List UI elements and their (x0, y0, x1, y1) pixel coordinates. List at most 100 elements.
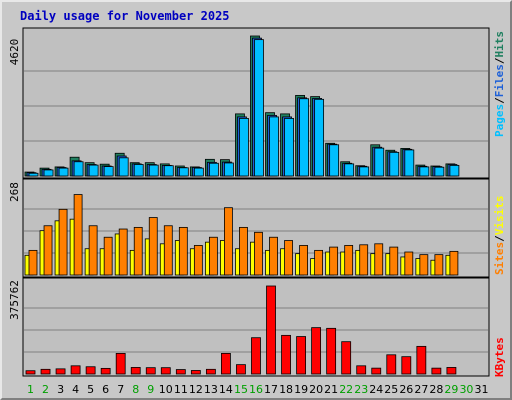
kbytes-bar (160, 367, 171, 375)
hits-ymax-label: 4620 (8, 39, 21, 66)
kbytes-bar (311, 327, 322, 375)
sites-bar (359, 244, 369, 276)
kbytes-bar (326, 327, 337, 375)
x-tick-label: 14 (219, 383, 233, 396)
x-tick-label: 20 (309, 383, 323, 396)
pages-bar (58, 167, 69, 177)
pages-bar (103, 166, 114, 177)
pages-bar (344, 163, 355, 177)
pages-bar (118, 157, 129, 177)
kbytes-bar (70, 365, 81, 375)
pages-bar (374, 147, 385, 177)
x-tick-label: 30 (459, 383, 473, 396)
kbytes-bar (130, 367, 141, 375)
x-tick-label: 8 (132, 383, 139, 396)
legend-kbytes: KBytes (493, 337, 506, 377)
sites-bar (284, 240, 293, 276)
pages-bar (133, 164, 144, 177)
sites-bar (269, 236, 278, 276)
x-tick-label: 7 (117, 383, 124, 396)
pages-bar (239, 118, 249, 177)
sites-ymax-label: 268 (8, 182, 21, 202)
pages-bar (208, 162, 219, 177)
kbytes-bar (356, 365, 367, 375)
kbytes-bar (221, 352, 231, 375)
kbytes-bar (371, 367, 382, 375)
kbytes-bar (190, 370, 201, 375)
x-tick-label: 6 (102, 383, 109, 396)
legend-sites: Sites (493, 242, 506, 275)
kbytes-bar (386, 354, 397, 375)
kbytes-ymax-label: 375762 (8, 280, 21, 320)
pages-bar (269, 116, 279, 177)
pages-bar (449, 164, 460, 177)
x-tick-label: 31 (474, 383, 488, 396)
x-tick-label: 2 (42, 383, 49, 396)
sites-bar (224, 207, 233, 276)
kbytes-bar (446, 367, 457, 375)
pages-bar (314, 98, 325, 177)
kbytes-bar (416, 345, 427, 375)
x-tick-label: 25 (384, 383, 398, 396)
pages-bar (284, 118, 294, 177)
sites-bar (178, 226, 188, 276)
sites-bar (133, 226, 143, 276)
pages-bar (299, 98, 309, 177)
right-legend-kbytes: KBytes (493, 337, 506, 377)
kbytes-bar (175, 369, 186, 375)
pages-bar (404, 149, 415, 177)
sites-bar (88, 225, 98, 276)
sites-bar (389, 246, 399, 276)
kbytes-bar (251, 337, 261, 375)
x-tick-label: 16 (249, 383, 263, 396)
kbytes-bar (431, 367, 442, 375)
legend-sep-1: / (493, 97, 506, 104)
pages-bar (193, 167, 204, 177)
x-tick-label: 12 (189, 383, 203, 396)
sites-bar (58, 208, 68, 276)
pages-bar (178, 167, 189, 177)
x-tick-label: 15 (234, 383, 248, 396)
sites-bar (193, 245, 203, 276)
sites-bar (314, 249, 324, 276)
sites-bar (434, 254, 444, 276)
kbytes-bar (85, 366, 96, 375)
pages-bar (163, 165, 174, 177)
sites-bar (118, 228, 128, 276)
pages-bar (28, 172, 39, 177)
sites-bar (148, 217, 158, 276)
x-tick-label: 18 (279, 383, 293, 396)
x-tick-label: 1 (27, 383, 34, 396)
x-tick-label: 21 (324, 383, 338, 396)
pages-bar (224, 162, 234, 177)
kbytes-bar (100, 367, 111, 375)
sites-bar (449, 250, 459, 276)
legend-hits: Hits (493, 31, 506, 58)
kbytes-bar (281, 334, 291, 375)
sites-bar (208, 236, 218, 276)
pages-bar (329, 144, 340, 177)
sites-bar (73, 194, 83, 276)
x-tick-label: 3 (57, 383, 64, 396)
kbytes-bar (341, 341, 352, 375)
pages-bar (389, 151, 400, 177)
x-tick-label: 28 (429, 383, 443, 396)
pages-bar (419, 166, 430, 177)
pages-bar (359, 166, 370, 177)
sites-bar (419, 254, 429, 276)
x-tick-label: 23 (354, 383, 368, 396)
x-tick-label: 29 (444, 383, 458, 396)
pages-bar (254, 39, 264, 177)
x-tick-label: 11 (174, 383, 188, 396)
sites-bar (103, 236, 113, 276)
kbytes-bar (25, 370, 36, 375)
pages-bar (434, 166, 445, 177)
pages-bar (43, 169, 54, 177)
sites-bar (299, 245, 308, 276)
x-tick-label: 17 (264, 383, 278, 396)
kbytes-bar (401, 356, 412, 375)
x-tick-label: 13 (204, 383, 218, 396)
kbytes-bar (115, 352, 126, 375)
legend-pages: Pages (493, 104, 506, 137)
